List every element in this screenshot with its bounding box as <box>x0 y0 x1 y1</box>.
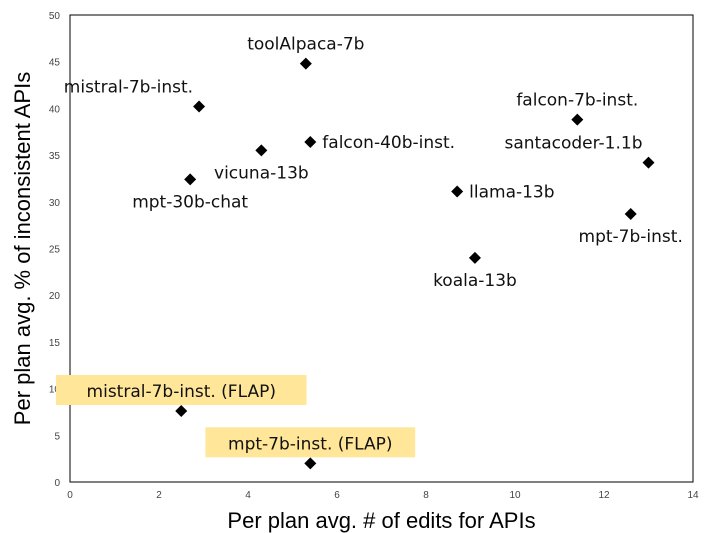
point-label: mistral-7b-inst. <box>64 78 193 98</box>
data-point: mistral-7b-inst. (FLAP) <box>55 375 307 418</box>
data-point: mpt-7b-inst. (FLAP) <box>205 427 416 470</box>
data-point: santacoder-1.1b <box>505 134 655 169</box>
axes: 0 2 4 6 8 10 12 14 0 5 10 15 20 25 30 35 40 45 50 <box>49 11 699 501</box>
data-points: toolAlpaca-7b mistral-7b-inst. falcon-7b-i… <box>55 35 683 470</box>
data-point: toolAlpaca-7b <box>247 35 364 70</box>
y-tick-label: 0 <box>54 478 60 489</box>
point-label: llama-13b <box>469 183 554 203</box>
y-tick-label: 50 <box>49 11 61 22</box>
diamond-marker <box>299 57 312 70</box>
diamond-marker <box>175 405 188 418</box>
diamond-marker <box>642 156 655 169</box>
y-tick-label: 25 <box>49 245 61 256</box>
y-tick-label: 10 <box>49 385 61 396</box>
data-point: falcon-7b-inst. <box>516 91 638 126</box>
data-point: mpt-30b-chat <box>132 173 248 212</box>
point-label: falcon-7b-inst. <box>516 91 638 111</box>
x-tick-label: 8 <box>423 490 429 501</box>
x-tick-label: 4 <box>245 490 251 501</box>
x-tick-label: 10 <box>509 490 521 501</box>
x-axis-title: Per plan avg. # of edits for APIs <box>227 508 535 533</box>
data-point: mistral-7b-inst. <box>64 78 206 113</box>
point-label: toolAlpaca-7b <box>247 35 364 55</box>
data-point: mpt-7b-inst. <box>579 207 683 247</box>
data-point: koala-13b <box>433 251 517 291</box>
data-point: falcon-40b-inst. <box>304 133 455 153</box>
point-label: santacoder-1.1b <box>505 134 643 154</box>
y-tick-label: 30 <box>49 198 61 209</box>
data-point: vicuna-13b <box>214 144 309 183</box>
diamond-marker <box>571 113 584 126</box>
y-tick-label: 15 <box>49 338 61 349</box>
diamond-marker <box>468 251 481 264</box>
x-tick-label: 6 <box>334 490 340 501</box>
diamond-marker <box>451 185 464 198</box>
diamond-marker <box>304 136 317 149</box>
y-axis-title: Per plan avg. % of inconsistent APIs <box>10 72 35 425</box>
y-tick-label: 20 <box>49 291 61 302</box>
diamond-marker <box>255 144 268 157</box>
diamond-marker <box>184 173 197 186</box>
plot-area-frame <box>69 14 694 483</box>
x-tick-label: 12 <box>598 490 610 501</box>
diamond-marker <box>193 100 206 113</box>
point-label: koala-13b <box>433 271 517 291</box>
x-tick-label: 2 <box>156 490 162 501</box>
highlight-box <box>55 375 307 406</box>
y-tick-label: 5 <box>54 431 60 442</box>
y-tick-label: 35 <box>49 151 61 162</box>
y-tick-label: 45 <box>49 58 61 69</box>
y-tick-label: 40 <box>49 104 61 115</box>
x-tick-label: 14 <box>687 490 699 501</box>
point-label: vicuna-13b <box>214 163 309 183</box>
point-label: mpt-30b-chat <box>132 192 248 212</box>
point-label: mistral-7b-inst. (FLAP) <box>87 382 276 402</box>
diamond-marker <box>304 457 317 470</box>
x-tick-label: 0 <box>67 490 73 501</box>
highlight-box <box>205 427 416 458</box>
diamond-marker <box>624 207 637 220</box>
point-label: mpt-7b-inst. <box>579 227 683 247</box>
point-label: falcon-40b-inst. <box>322 133 455 153</box>
point-label: mpt-7b-inst. (FLAP) <box>228 434 393 454</box>
data-point: llama-13b <box>451 183 555 203</box>
